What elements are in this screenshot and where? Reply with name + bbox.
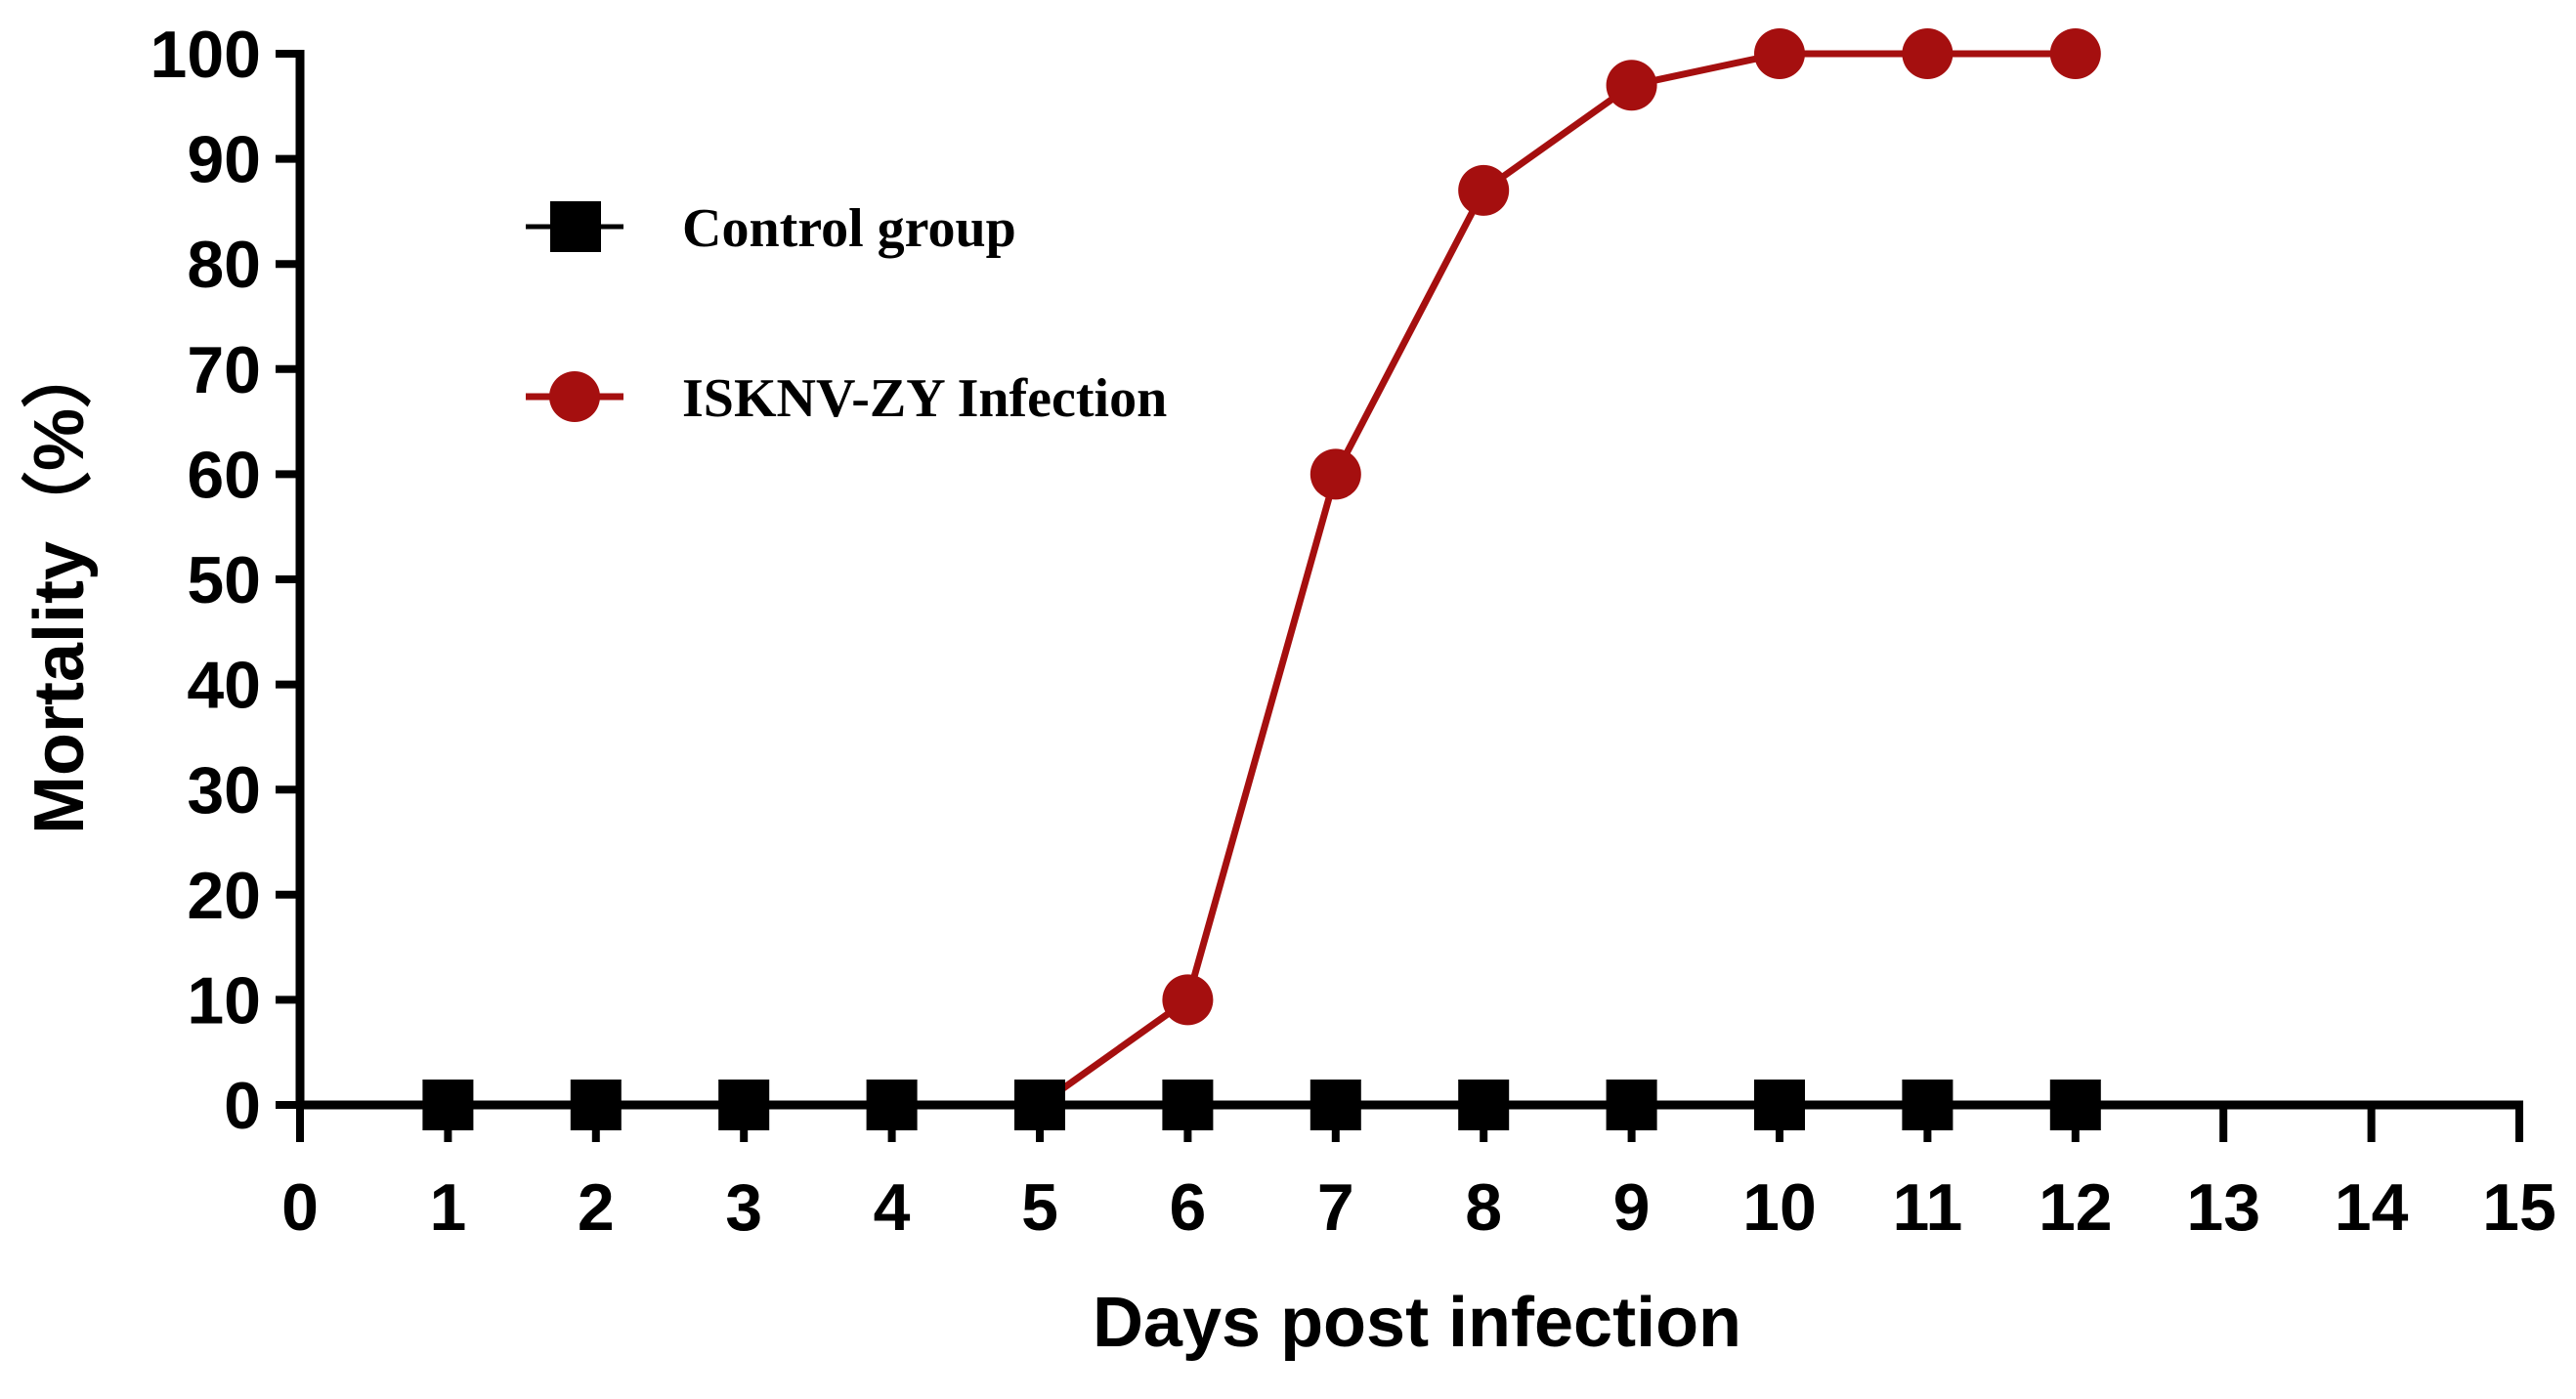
data-point-square — [1754, 1080, 1805, 1130]
data-point-square — [866, 1080, 918, 1130]
y-tick-label: 20 — [187, 859, 261, 933]
data-point-square — [1014, 1080, 1065, 1130]
data-point-circle — [1754, 28, 1805, 79]
x-tick-label: 10 — [1742, 1170, 1817, 1245]
y-tick-label: 40 — [187, 649, 261, 723]
x-tick-label: 6 — [1169, 1170, 1206, 1245]
legend: Control group ISKNV-ZY Infection — [526, 198, 1167, 429]
x-tick-label: 2 — [578, 1170, 615, 1245]
data-point-square — [1606, 1080, 1657, 1130]
x-tick-label: 11 — [1892, 1170, 1962, 1245]
data-point-square — [1458, 1080, 1510, 1130]
series-isknv-zy-infection — [422, 28, 2101, 1130]
y-tick-label: 0 — [224, 1069, 261, 1143]
x-tick-label: 7 — [1317, 1170, 1354, 1245]
data-point-square — [570, 1080, 622, 1130]
data-point-square — [1902, 1080, 1953, 1130]
data-point-circle — [1902, 28, 1953, 79]
data-point-circle — [1606, 60, 1657, 111]
legend-label: Control group — [682, 198, 1016, 259]
x-tick-label: 3 — [725, 1170, 762, 1245]
y-tick-label: 10 — [187, 963, 261, 1038]
x-tick-label: 9 — [1613, 1170, 1651, 1245]
y-tick-label: 100 — [150, 18, 261, 92]
y-axis-title: Mortality（%） — [21, 338, 99, 834]
y-tick-label: 70 — [187, 333, 261, 407]
x-tick-label: 4 — [874, 1170, 911, 1245]
data-point-square — [422, 1080, 474, 1130]
series-control-group — [422, 1080, 2101, 1130]
x-tick-label: 5 — [1021, 1170, 1058, 1245]
x-tick-label: 13 — [2186, 1170, 2260, 1245]
data-point-circle — [1458, 164, 1510, 216]
y-tick-label: 60 — [187, 438, 261, 512]
y-tick-label: 50 — [187, 543, 261, 617]
x-tick-label: 12 — [2039, 1170, 2113, 1245]
legend-marker-circle — [549, 371, 600, 422]
x-tick-label: 0 — [281, 1170, 319, 1245]
x-tick-label: 14 — [2335, 1170, 2409, 1245]
x-tick-label: 15 — [2482, 1170, 2556, 1245]
data-point-square — [2049, 1080, 2101, 1130]
x-tick-label: 8 — [1465, 1170, 1502, 1245]
data-point-circle — [1309, 448, 1361, 500]
x-axis-title: Days post infection — [1093, 1284, 1741, 1362]
y-tick-label: 30 — [187, 753, 261, 827]
y-tick-label: 90 — [187, 123, 261, 197]
data-point-square — [718, 1080, 770, 1130]
y-tick-label: 80 — [187, 228, 261, 302]
legend-label: ISKNV-ZY Infection — [682, 368, 1167, 429]
data-point-circle — [2049, 28, 2101, 79]
legend-item-isknv-zy-infection: ISKNV-ZY Infection — [526, 368, 1167, 429]
data-point-square — [1162, 1080, 1214, 1130]
data-point-circle — [1162, 974, 1214, 1026]
legend-item-control-group: Control group — [526, 198, 1016, 259]
legend-marker-square — [550, 201, 601, 252]
series-layer — [422, 28, 2101, 1130]
x-tick-label: 1 — [429, 1170, 466, 1245]
data-point-square — [1309, 1080, 1361, 1130]
